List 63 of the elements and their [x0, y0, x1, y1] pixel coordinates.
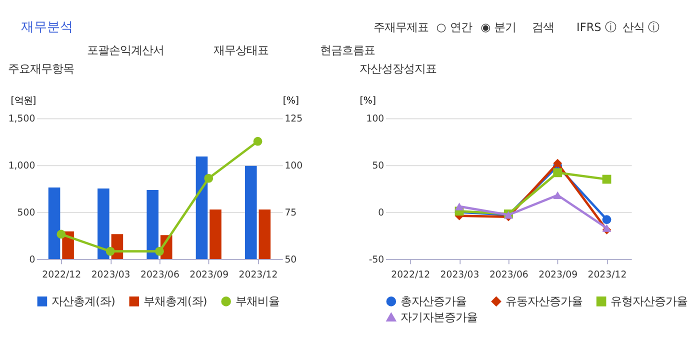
x-tick-label: 2023/12 — [238, 269, 278, 280]
y-axis-title: [억원] — [10, 96, 36, 107]
point — [155, 246, 164, 256]
bar — [196, 156, 208, 259]
point — [602, 215, 612, 224]
point — [553, 158, 562, 168]
y2-tick-label: 75 — [284, 207, 297, 218]
y-tick-label: 1,000 — [8, 160, 36, 172]
text: 산식 ⓘ — [622, 21, 659, 34]
y2-tick-label: 100 — [284, 160, 303, 172]
x-tick-label: 2023/03 — [91, 269, 130, 280]
x-tick-label: 2023/03 — [440, 269, 480, 280]
x-tick-label: 2022/12 — [42, 269, 82, 280]
bar — [146, 190, 158, 259]
x-tick-label: 2022/12 — [391, 269, 430, 280]
bar — [258, 210, 271, 259]
legend-label: 총자산증가율 — [400, 295, 467, 308]
text: 주재무제표 — [373, 21, 428, 34]
point — [454, 202, 464, 210]
legend-label: 자기자본증가율 — [400, 310, 478, 324]
y-tick-label: 500 — [17, 207, 36, 218]
x-tick-label: 2023/12 — [588, 269, 627, 280]
point — [204, 174, 214, 183]
chart-title: 자산성장성지표 — [359, 62, 436, 76]
point — [56, 230, 66, 239]
y-tick-label: 50 — [372, 160, 384, 172]
point — [602, 174, 612, 184]
point — [253, 136, 262, 146]
point — [106, 246, 115, 256]
bar — [98, 188, 110, 259]
y2-tick-label: 125 — [284, 114, 303, 125]
bar — [210, 210, 222, 259]
x-tick-label: 2023/06 — [140, 269, 180, 280]
legend-label: 유형자산증가율 — [610, 295, 688, 308]
y-axis-title: [%] — [360, 96, 376, 107]
legend-label: 자산총계(좌) — [52, 295, 116, 308]
point — [602, 224, 612, 232]
y-tick-label: 0 — [378, 207, 384, 218]
y-tick-label: -50 — [368, 254, 384, 266]
x-tick-label: 2023/09 — [190, 269, 229, 280]
text: 포괄손익계산서 — [86, 44, 164, 57]
point — [553, 168, 562, 178]
y2-axis-title: [%] — [282, 96, 300, 107]
point — [553, 191, 562, 200]
legend-label: 부채비율 — [235, 295, 280, 308]
x-tick-label: 2023/09 — [538, 269, 578, 280]
text: ◉ 분기 — [480, 21, 516, 34]
legend-label: 유동자산증가율 — [506, 295, 583, 308]
bar — [245, 166, 257, 259]
bar — [48, 188, 60, 259]
text: IFRS ⓘ — [576, 21, 616, 34]
y-tick-label: 1,500 — [8, 114, 36, 125]
text: 재무상태표 — [213, 44, 268, 57]
y-tick-label: 100 — [366, 114, 384, 125]
chart-title: 주요재무항목 — [8, 62, 74, 76]
text: ○ 연간 — [436, 21, 472, 34]
text: 현금흐름표 — [320, 44, 375, 57]
y2-tick-label: 50 — [284, 254, 297, 266]
y-tick-label: 0 — [29, 254, 36, 266]
text: 재무분석 — [21, 20, 74, 36]
legend-label: 부채총계(좌) — [144, 295, 208, 308]
x-tick-label: 2023/06 — [489, 269, 528, 280]
text: 검색 — [532, 21, 554, 34]
